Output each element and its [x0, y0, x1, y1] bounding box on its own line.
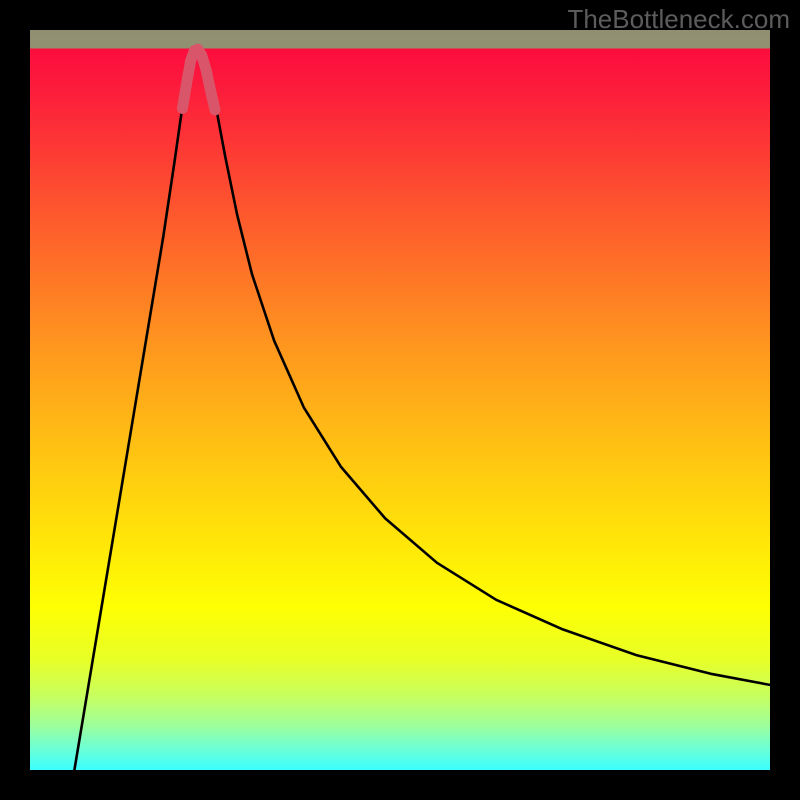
plot-area	[30, 30, 770, 770]
watermark-text: TheBottleneck.com	[567, 4, 790, 35]
chart-frame	[30, 30, 770, 770]
gradient-background	[30, 30, 770, 770]
chart-svg	[30, 30, 770, 770]
